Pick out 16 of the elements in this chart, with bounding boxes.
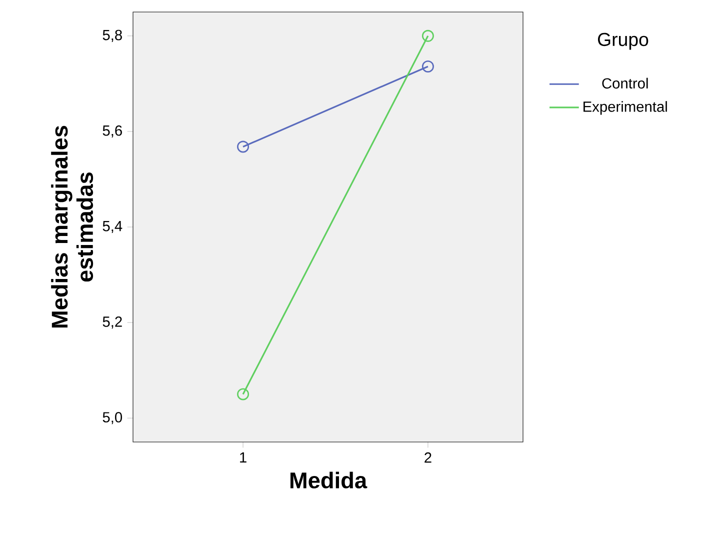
y-tick-label: 5,6 xyxy=(102,125,122,138)
x-tick-label: 2 xyxy=(424,452,432,463)
legend-label: Experimental xyxy=(584,101,667,115)
point xyxy=(422,60,434,72)
point xyxy=(237,388,250,400)
x-axis-title: Medida xyxy=(290,472,368,488)
x-tick-label: 1 xyxy=(240,452,246,462)
legend-label: Control xyxy=(602,78,648,89)
point xyxy=(422,30,434,42)
y-tick-label: 5,8 xyxy=(102,30,122,42)
y-tick-label: 5,4 xyxy=(102,221,122,233)
y-tick-label: 5,2 xyxy=(102,316,122,329)
y-tick-label: 5,0 xyxy=(102,412,122,424)
point xyxy=(237,140,250,153)
y-axis-title: Medias marginales estimadas xyxy=(51,126,94,328)
legend-title: Grupo xyxy=(598,32,648,50)
